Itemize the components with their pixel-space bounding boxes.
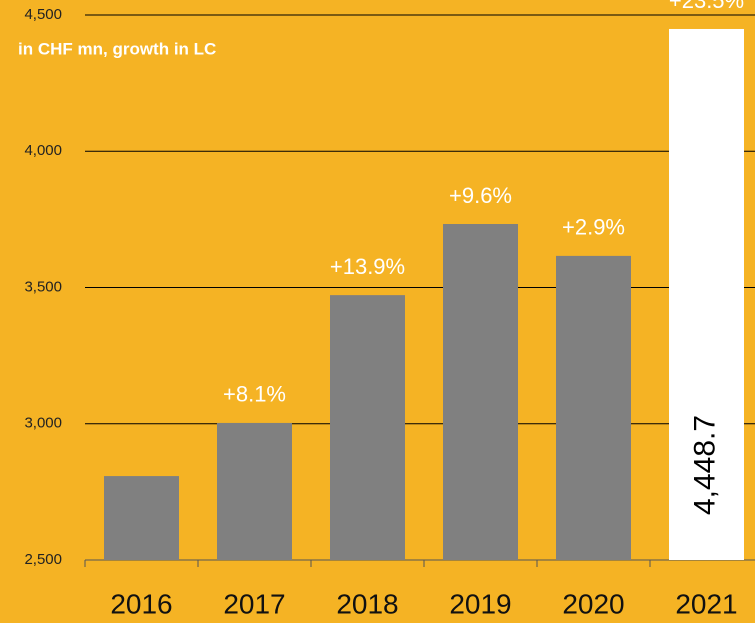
growth-label: +13.9% <box>330 254 405 279</box>
bar <box>669 28 744 561</box>
bar <box>104 476 179 560</box>
growth-label: +23.5% <box>669 0 744 13</box>
bar <box>217 422 292 560</box>
growth-label: +8.1% <box>223 382 286 407</box>
bar <box>443 224 518 560</box>
chart-subtitle: in CHF mn, growth in LC <box>18 39 216 58</box>
x-tick-label: 2018 <box>336 588 398 619</box>
y-tick-label: 2,500 <box>24 551 62 568</box>
x-tick-label: 2019 <box>449 588 511 619</box>
x-tick-label: 2021 <box>675 588 737 619</box>
y-tick-label: 3,500 <box>24 278 62 295</box>
bar <box>556 255 631 560</box>
y-tick-label: 3,000 <box>24 415 62 432</box>
x-tick-label: 2017 <box>223 588 285 619</box>
x-tick-label: 2020 <box>562 588 624 619</box>
growth-label: +9.6% <box>449 183 512 208</box>
value-label: 4,448.7 <box>688 415 721 515</box>
bar <box>330 295 405 560</box>
y-tick-label: 4,000 <box>24 142 62 159</box>
y-tick-label: 4,500 <box>24 6 62 23</box>
growth-label: +2.9% <box>562 215 625 240</box>
x-tick-label: 2016 <box>110 588 172 619</box>
